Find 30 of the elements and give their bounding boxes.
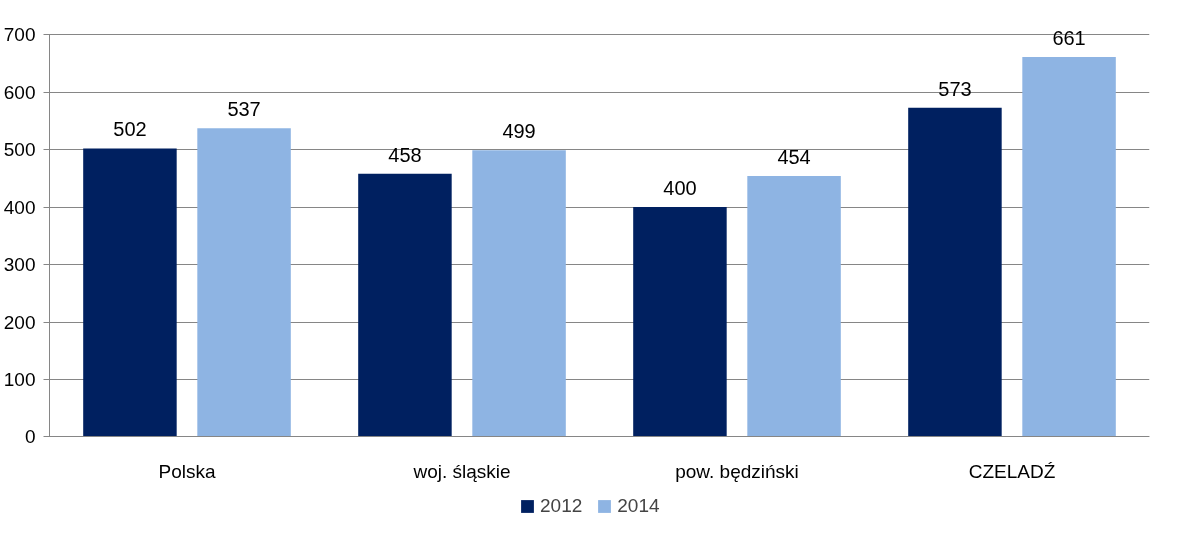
data-label: 454 xyxy=(777,146,811,169)
x-tick-label: woj. śląskie xyxy=(412,460,511,482)
y-tick-label: 200 xyxy=(3,311,36,333)
data-label: 458 xyxy=(388,143,422,166)
legend-label: 2014 xyxy=(617,495,660,517)
data-label: 661 xyxy=(1052,27,1086,50)
x-tick-label: pow. będziński xyxy=(675,460,799,482)
data-label: 502 xyxy=(113,118,147,141)
data-label: 537 xyxy=(227,98,261,121)
bar xyxy=(1022,57,1116,437)
bar xyxy=(633,207,727,437)
data-label: 499 xyxy=(502,120,536,143)
y-tick-label: 600 xyxy=(3,81,36,103)
x-tick-label: CZELADŹ xyxy=(968,460,1056,482)
legend-label: 2012 xyxy=(540,495,583,517)
y-tick-label: 0 xyxy=(24,426,36,448)
bar xyxy=(908,107,1002,437)
bar xyxy=(358,173,452,437)
bar xyxy=(472,150,566,437)
y-tick-label: 700 xyxy=(3,24,36,46)
data-label: 400 xyxy=(663,177,697,200)
x-tick-label: Polska xyxy=(158,460,216,482)
y-tick-label: 500 xyxy=(3,139,36,161)
data-label: 573 xyxy=(938,77,972,100)
bar xyxy=(197,128,291,437)
y-tick-label: 300 xyxy=(3,254,36,276)
y-tick-label: 400 xyxy=(3,196,36,218)
bar xyxy=(747,176,841,437)
bar xyxy=(83,148,177,437)
y-tick-label: 100 xyxy=(3,369,36,391)
